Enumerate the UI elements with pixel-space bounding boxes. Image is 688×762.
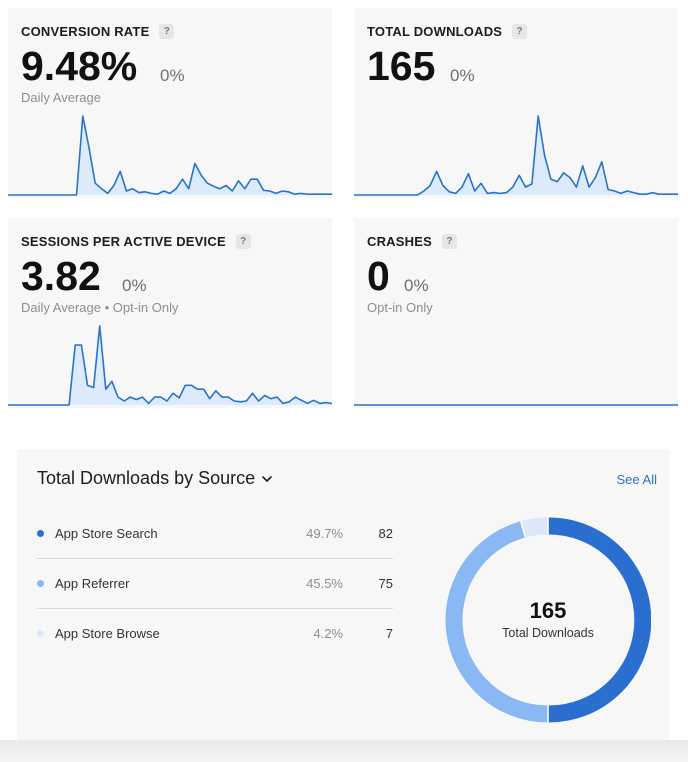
help-icon[interactable]: ? — [512, 24, 528, 39]
legend-dot — [37, 529, 44, 537]
metric-card-sessions-per-active-device[interactable]: SESSIONS PER ACTIVE DEVICE ? 3.82 0% Dai… — [8, 218, 332, 408]
see-all-link[interactable]: See All — [616, 472, 657, 487]
help-icon[interactable]: ? — [159, 24, 175, 39]
metric-value: 165 — [367, 43, 436, 89]
sparkline-chart — [354, 404, 678, 406]
source-count: 7 — [385, 625, 393, 641]
metric-card-conversion-rate[interactable]: CONVERSION RATE ? 9.48% 0% Daily Average — [8, 8, 332, 198]
source-label: App Store Search — [55, 525, 158, 541]
sparkline-area — [354, 116, 678, 195]
donut-segment[interactable] — [548, 517, 651, 723]
metric-change: 0% — [450, 66, 475, 85]
help-icon[interactable]: ? — [441, 234, 457, 249]
metric-value: 9.48% — [21, 43, 138, 89]
source-row[interactable]: App Store Browse 4.2% 7 — [37, 608, 393, 658]
source-count: 75 — [378, 575, 393, 591]
sparkline-area — [8, 326, 332, 405]
metric-value: 3.82 — [21, 253, 101, 299]
metric-title: TOTAL DOWNLOADS ? — [367, 24, 528, 39]
metric-change: 0% — [122, 276, 147, 295]
legend-dot — [37, 579, 44, 587]
source-row[interactable]: App Referrer 45.5% 75 — [37, 558, 393, 609]
source-label: App Store Browse — [55, 625, 160, 641]
metric-subtitle: Opt-in Only — [367, 300, 433, 315]
sparkline-chart — [8, 115, 332, 196]
sparkline-line — [354, 115, 678, 196]
metric-change: 0% — [404, 276, 429, 295]
source-row[interactable]: App Store Search 49.7% 82 — [37, 508, 393, 559]
donut-segment[interactable] — [521, 517, 548, 538]
source-dropdown[interactable]: Total Downloads by Source — [37, 468, 273, 489]
metric-subtitle: Daily Average — [21, 90, 101, 105]
metric-card-total-downloads[interactable]: TOTAL DOWNLOADS ? 165 0% — [354, 8, 678, 198]
source-percent: 49.7% — [306, 525, 343, 541]
sparkline-line — [8, 325, 332, 406]
donut-segment[interactable] — [445, 521, 548, 723]
source-label: App Referrer — [55, 575, 130, 591]
metric-value: 0 — [367, 253, 390, 299]
sparkline-area — [8, 116, 332, 195]
metric-title: SESSIONS PER ACTIVE DEVICE ? — [21, 234, 251, 249]
source-percent: 45.5% — [306, 575, 343, 591]
panel-title: Total Downloads by Source — [37, 468, 256, 488]
sparkline-line — [8, 115, 332, 196]
donut-chart — [445, 517, 651, 723]
metric-title: CRASHES ? — [367, 234, 457, 249]
metric-title: CONVERSION RATE ? — [21, 24, 175, 39]
downloads-by-source-panel: Total Downloads by Source See All App St… — [17, 449, 669, 749]
help-icon[interactable]: ? — [235, 234, 251, 249]
chevron-down-icon — [262, 475, 272, 482]
metric-card-crashes[interactable]: CRASHES ? 0 0% Opt-in Only — [354, 218, 678, 408]
source-count: 82 — [378, 525, 393, 541]
window-bottom-edge — [0, 740, 688, 762]
legend-dot — [37, 629, 44, 637]
source-percent: 4.2% — [313, 625, 343, 641]
sparkline-chart — [354, 115, 678, 196]
metric-change: 0% — [160, 66, 185, 85]
metric-subtitle: Daily Average • Opt-in Only — [21, 300, 179, 315]
sparkline-chart — [8, 325, 332, 406]
